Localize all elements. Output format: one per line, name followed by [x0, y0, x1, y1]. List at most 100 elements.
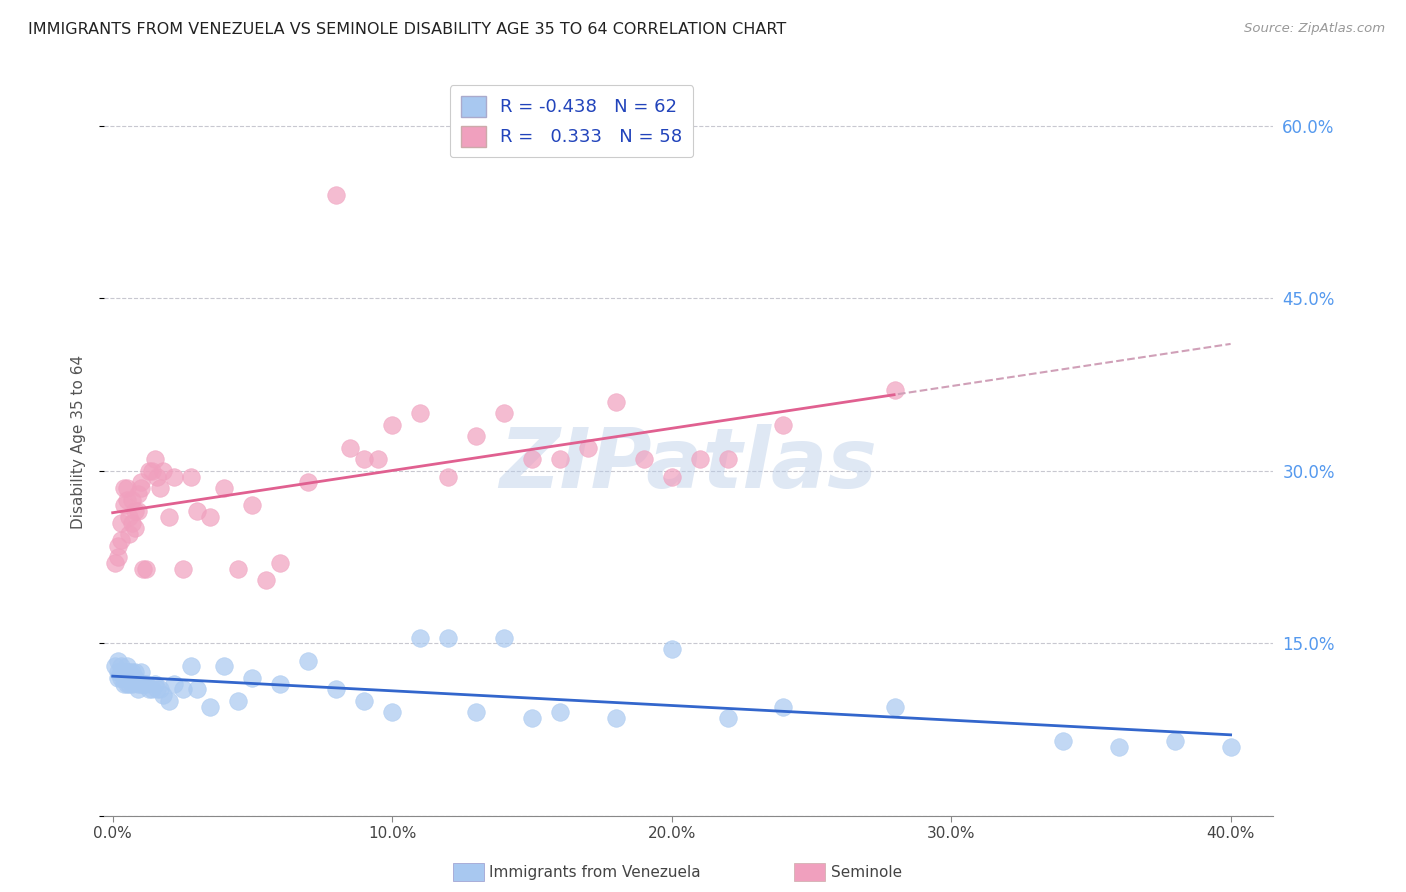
Point: [112, 499, 135, 513]
Point: [605, 395, 627, 409]
Point: [381, 417, 404, 432]
Point: [186, 682, 208, 697]
Point: [112, 671, 135, 685]
Point: [104, 556, 127, 570]
Point: [716, 711, 738, 725]
Point: [118, 671, 141, 685]
Point: [520, 711, 543, 725]
Point: [143, 676, 166, 690]
Point: [149, 682, 172, 697]
Point: [132, 562, 155, 576]
Point: [520, 452, 543, 467]
Point: [124, 504, 146, 518]
Point: [127, 504, 149, 518]
Point: [381, 706, 404, 720]
Point: [576, 441, 599, 455]
Point: [1219, 739, 1241, 754]
Point: [129, 676, 152, 690]
Point: [121, 665, 143, 680]
Point: [124, 521, 146, 535]
Text: IMMIGRANTS FROM VENEZUELA VS SEMINOLE DISABILITY AGE 35 TO 64 CORRELATION CHART: IMMIGRANTS FROM VENEZUELA VS SEMINOLE DI…: [28, 22, 786, 37]
Point: [180, 469, 202, 483]
Point: [107, 550, 129, 565]
Point: [115, 676, 138, 690]
Point: [605, 711, 627, 725]
Point: [1164, 734, 1187, 748]
Point: [132, 676, 155, 690]
Y-axis label: Disability Age 35 to 64: Disability Age 35 to 64: [72, 355, 86, 529]
Text: Seminole: Seminole: [831, 865, 903, 880]
Legend: R = -0.438   N = 62, R =   0.333   N = 58: R = -0.438 N = 62, R = 0.333 N = 58: [450, 85, 693, 157]
Point: [633, 452, 655, 467]
Point: [107, 654, 129, 668]
Point: [437, 469, 460, 483]
Point: [127, 676, 149, 690]
Point: [124, 665, 146, 680]
Point: [716, 452, 738, 467]
Point: [200, 510, 222, 524]
Point: [325, 682, 347, 697]
Point: [172, 562, 194, 576]
Point: [367, 452, 389, 467]
Point: [141, 682, 163, 697]
Point: [214, 659, 236, 673]
Point: [115, 665, 138, 680]
Point: [118, 510, 141, 524]
Point: [339, 441, 361, 455]
Point: [146, 469, 169, 483]
Point: [548, 706, 571, 720]
Point: [115, 492, 138, 507]
Point: [465, 429, 488, 443]
Point: [157, 694, 180, 708]
Point: [180, 659, 202, 673]
Point: [146, 682, 169, 697]
Point: [228, 562, 250, 576]
Point: [772, 417, 794, 432]
Point: [112, 481, 135, 495]
Point: [112, 665, 135, 680]
Point: [661, 469, 683, 483]
Point: [200, 699, 222, 714]
Point: [138, 682, 160, 697]
Point: [149, 481, 172, 495]
Point: [297, 475, 319, 490]
Point: [163, 469, 186, 483]
Point: [112, 676, 135, 690]
Point: [157, 510, 180, 524]
Point: [242, 671, 264, 685]
Point: [107, 539, 129, 553]
Point: [129, 665, 152, 680]
Point: [548, 452, 571, 467]
Point: [143, 452, 166, 467]
Point: [772, 699, 794, 714]
Point: [269, 676, 291, 690]
Point: [110, 516, 132, 530]
Point: [884, 384, 907, 398]
Point: [118, 676, 141, 690]
Point: [110, 533, 132, 547]
Point: [1052, 734, 1074, 748]
Point: [124, 671, 146, 685]
Point: [492, 631, 515, 645]
Point: [186, 504, 208, 518]
Point: [465, 706, 488, 720]
Point: [297, 654, 319, 668]
Point: [325, 188, 347, 202]
Point: [138, 464, 160, 478]
Point: [115, 659, 138, 673]
Point: [121, 516, 143, 530]
Point: [104, 659, 127, 673]
Point: [353, 694, 375, 708]
Point: [135, 676, 157, 690]
Point: [115, 481, 138, 495]
Point: [409, 631, 432, 645]
Point: [152, 688, 174, 702]
Point: [110, 665, 132, 680]
Point: [121, 492, 143, 507]
Point: [110, 671, 132, 685]
Point: [152, 464, 174, 478]
Point: [884, 699, 907, 714]
Point: [129, 481, 152, 495]
Point: [492, 407, 515, 421]
Point: [353, 452, 375, 467]
